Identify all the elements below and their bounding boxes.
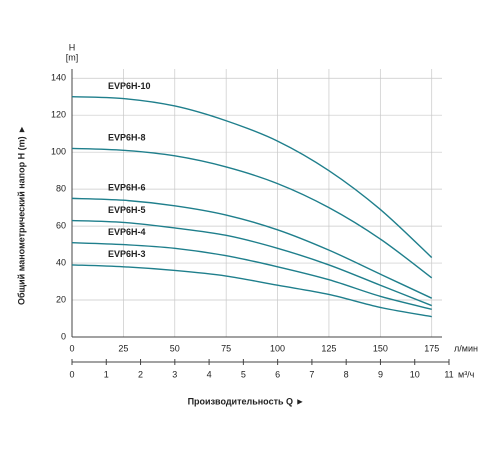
x2-tick-label: 0	[69, 369, 74, 379]
x-unit: л/мин	[454, 343, 478, 353]
x2-tick-label: 4	[207, 369, 212, 379]
curve	[71, 197, 433, 299]
curve	[71, 219, 432, 307]
series-label: EVP6H-5	[108, 205, 146, 215]
x-tick-label: 100	[270, 343, 285, 353]
x-tick-label: 25	[118, 343, 128, 353]
series-label: EVP6H-6	[108, 183, 146, 193]
y-title: H	[69, 42, 76, 52]
y-tick-label: 100	[51, 147, 66, 157]
y-tick-label: 80	[56, 184, 66, 194]
x2-tick-label: 2	[138, 369, 143, 379]
x-tick-label: 50	[170, 343, 180, 353]
x2-tick-label: 7	[309, 369, 314, 379]
y-tick-label: 20	[56, 294, 66, 304]
x2-unit: м³/ч	[458, 369, 475, 379]
curve	[71, 242, 432, 310]
curve	[71, 147, 433, 279]
x2-tick-label: 6	[275, 369, 280, 379]
x2-tick-label: 11	[444, 369, 453, 379]
x2-tick-label: 5	[241, 369, 246, 379]
y-unit: [m]	[66, 52, 79, 62]
x-label: Производительность Q ►	[188, 396, 305, 406]
y-tick-label: 120	[51, 110, 66, 120]
curve	[71, 264, 432, 318]
series-label: EVP6H-4	[108, 227, 146, 237]
y-tick-label: 0	[61, 331, 66, 341]
series-label: EVP6H-10	[108, 81, 151, 91]
curve	[71, 96, 433, 259]
x2-tick-label: 8	[344, 369, 349, 379]
x2-tick-label: 3	[172, 369, 177, 379]
y-tick-label: 140	[51, 73, 66, 83]
x-tick-label: 0	[69, 343, 74, 353]
y-tick-label: 40	[56, 257, 66, 267]
x2-tick-label: 1	[104, 369, 109, 379]
x-tick-label: 150	[373, 343, 388, 353]
y-tick-label: 60	[56, 220, 66, 230]
series-label: EVP6H-3	[108, 249, 146, 259]
x-tick-label: 175	[424, 343, 439, 353]
x-tick-label: 75	[221, 343, 231, 353]
x2-tick-label: 10	[410, 369, 420, 379]
y-label: Общий манометрический напор Н (m) ►	[16, 125, 26, 305]
series-label: EVP6H-8	[108, 133, 146, 143]
x-tick-label: 125	[321, 343, 336, 353]
x2-tick-label: 9	[378, 369, 383, 379]
